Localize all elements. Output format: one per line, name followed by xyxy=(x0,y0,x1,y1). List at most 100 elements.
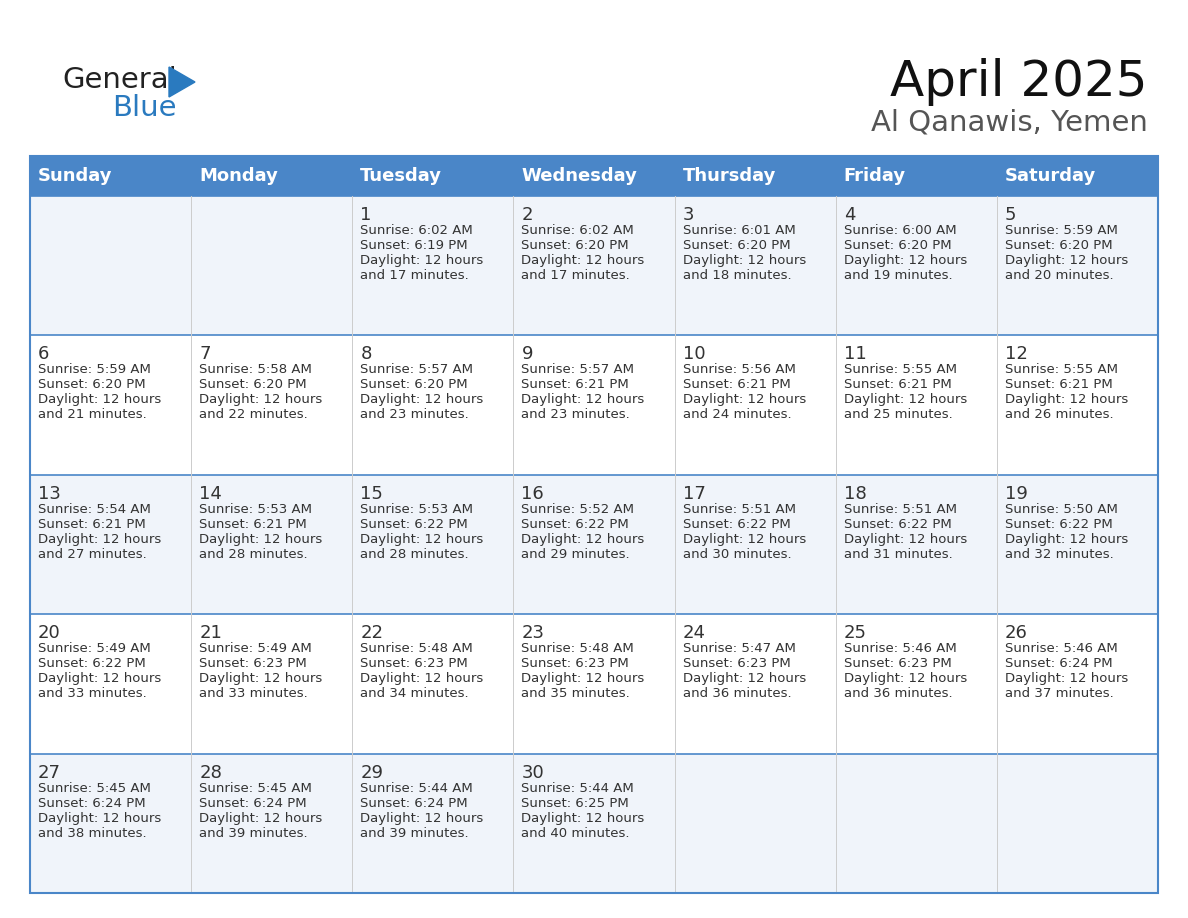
Text: and 24 minutes.: and 24 minutes. xyxy=(683,409,791,421)
Text: and 32 minutes.: and 32 minutes. xyxy=(1005,548,1113,561)
Text: Sunday: Sunday xyxy=(38,167,113,185)
Text: Daylight: 12 hours: Daylight: 12 hours xyxy=(522,812,645,824)
Text: Sunset: 6:19 PM: Sunset: 6:19 PM xyxy=(360,239,468,252)
Text: Sunset: 6:22 PM: Sunset: 6:22 PM xyxy=(843,518,952,531)
Text: Daylight: 12 hours: Daylight: 12 hours xyxy=(683,394,805,407)
Text: Saturday: Saturday xyxy=(1005,167,1097,185)
Text: 13: 13 xyxy=(38,485,61,503)
Text: Sunrise: 5:49 AM: Sunrise: 5:49 AM xyxy=(38,643,151,655)
Text: Sunrise: 5:50 AM: Sunrise: 5:50 AM xyxy=(1005,503,1118,516)
Text: Sunrise: 5:57 AM: Sunrise: 5:57 AM xyxy=(360,364,473,376)
Text: Daylight: 12 hours: Daylight: 12 hours xyxy=(843,672,967,685)
Text: 9: 9 xyxy=(522,345,533,364)
Text: and 20 minutes.: and 20 minutes. xyxy=(1005,269,1113,282)
Text: and 30 minutes.: and 30 minutes. xyxy=(683,548,791,561)
Text: Daylight: 12 hours: Daylight: 12 hours xyxy=(38,672,162,685)
Text: and 22 minutes.: and 22 minutes. xyxy=(200,409,308,421)
Text: Sunrise: 5:51 AM: Sunrise: 5:51 AM xyxy=(843,503,956,516)
Text: Daylight: 12 hours: Daylight: 12 hours xyxy=(522,394,645,407)
Text: Sunset: 6:20 PM: Sunset: 6:20 PM xyxy=(683,239,790,252)
Text: Sunrise: 5:55 AM: Sunrise: 5:55 AM xyxy=(843,364,956,376)
Text: Sunset: 6:24 PM: Sunset: 6:24 PM xyxy=(200,797,307,810)
Text: and 26 minutes.: and 26 minutes. xyxy=(1005,409,1113,421)
Text: Daylight: 12 hours: Daylight: 12 hours xyxy=(522,254,645,267)
Text: 7: 7 xyxy=(200,345,210,364)
Text: Sunset: 6:22 PM: Sunset: 6:22 PM xyxy=(1005,518,1113,531)
Text: and 33 minutes.: and 33 minutes. xyxy=(200,688,308,700)
Text: Sunrise: 5:53 AM: Sunrise: 5:53 AM xyxy=(200,503,312,516)
Text: Sunrise: 5:58 AM: Sunrise: 5:58 AM xyxy=(200,364,312,376)
Text: Daylight: 12 hours: Daylight: 12 hours xyxy=(843,394,967,407)
Text: Sunrise: 5:45 AM: Sunrise: 5:45 AM xyxy=(38,781,151,795)
Text: and 23 minutes.: and 23 minutes. xyxy=(522,409,630,421)
Text: 15: 15 xyxy=(360,485,384,503)
Text: Daylight: 12 hours: Daylight: 12 hours xyxy=(360,254,484,267)
Text: Sunrise: 5:44 AM: Sunrise: 5:44 AM xyxy=(360,781,473,795)
Text: Daylight: 12 hours: Daylight: 12 hours xyxy=(38,812,162,824)
Text: Daylight: 12 hours: Daylight: 12 hours xyxy=(360,672,484,685)
Text: Sunrise: 5:45 AM: Sunrise: 5:45 AM xyxy=(200,781,312,795)
Text: 3: 3 xyxy=(683,206,694,224)
Text: Daylight: 12 hours: Daylight: 12 hours xyxy=(1005,394,1129,407)
Text: and 40 minutes.: and 40 minutes. xyxy=(522,826,630,840)
Text: 2: 2 xyxy=(522,206,533,224)
Text: Sunset: 6:24 PM: Sunset: 6:24 PM xyxy=(360,797,468,810)
Text: Sunset: 6:23 PM: Sunset: 6:23 PM xyxy=(360,657,468,670)
Text: 25: 25 xyxy=(843,624,867,643)
Text: Sunset: 6:25 PM: Sunset: 6:25 PM xyxy=(522,797,630,810)
Text: Wednesday: Wednesday xyxy=(522,167,637,185)
Text: Sunset: 6:20 PM: Sunset: 6:20 PM xyxy=(1005,239,1112,252)
Text: Sunrise: 5:48 AM: Sunrise: 5:48 AM xyxy=(522,643,634,655)
Text: Sunset: 6:23 PM: Sunset: 6:23 PM xyxy=(200,657,307,670)
Text: Sunrise: 6:01 AM: Sunrise: 6:01 AM xyxy=(683,224,795,237)
Text: 22: 22 xyxy=(360,624,384,643)
Text: Daylight: 12 hours: Daylight: 12 hours xyxy=(200,672,322,685)
Text: 18: 18 xyxy=(843,485,866,503)
Text: Sunrise: 5:59 AM: Sunrise: 5:59 AM xyxy=(38,364,151,376)
Text: Sunset: 6:22 PM: Sunset: 6:22 PM xyxy=(522,518,630,531)
Text: Sunset: 6:23 PM: Sunset: 6:23 PM xyxy=(683,657,790,670)
Text: and 25 minutes.: and 25 minutes. xyxy=(843,409,953,421)
Text: Sunset: 6:20 PM: Sunset: 6:20 PM xyxy=(522,239,630,252)
Text: Sunrise: 5:53 AM: Sunrise: 5:53 AM xyxy=(360,503,473,516)
Text: Sunrise: 5:51 AM: Sunrise: 5:51 AM xyxy=(683,503,796,516)
Text: 6: 6 xyxy=(38,345,50,364)
Text: 16: 16 xyxy=(522,485,544,503)
Text: Tuesday: Tuesday xyxy=(360,167,442,185)
Text: Sunset: 6:21 PM: Sunset: 6:21 PM xyxy=(843,378,952,391)
Text: Daylight: 12 hours: Daylight: 12 hours xyxy=(200,394,322,407)
Text: 14: 14 xyxy=(200,485,222,503)
Text: and 31 minutes.: and 31 minutes. xyxy=(843,548,953,561)
Text: 1: 1 xyxy=(360,206,372,224)
Text: Sunrise: 5:56 AM: Sunrise: 5:56 AM xyxy=(683,364,796,376)
Text: 4: 4 xyxy=(843,206,855,224)
Text: 30: 30 xyxy=(522,764,544,781)
Text: Sunset: 6:21 PM: Sunset: 6:21 PM xyxy=(683,378,790,391)
Text: Daylight: 12 hours: Daylight: 12 hours xyxy=(38,394,162,407)
Text: Sunrise: 5:48 AM: Sunrise: 5:48 AM xyxy=(360,643,473,655)
Text: Sunset: 6:22 PM: Sunset: 6:22 PM xyxy=(360,518,468,531)
Text: 19: 19 xyxy=(1005,485,1028,503)
Text: Sunrise: 6:02 AM: Sunrise: 6:02 AM xyxy=(522,224,634,237)
Text: Daylight: 12 hours: Daylight: 12 hours xyxy=(683,672,805,685)
Text: 8: 8 xyxy=(360,345,372,364)
Text: and 18 minutes.: and 18 minutes. xyxy=(683,269,791,282)
Text: Daylight: 12 hours: Daylight: 12 hours xyxy=(38,532,162,546)
Text: Sunrise: 6:02 AM: Sunrise: 6:02 AM xyxy=(360,224,473,237)
Text: and 17 minutes.: and 17 minutes. xyxy=(522,269,630,282)
Text: Sunset: 6:21 PM: Sunset: 6:21 PM xyxy=(1005,378,1113,391)
Bar xyxy=(30,156,1158,893)
Text: Daylight: 12 hours: Daylight: 12 hours xyxy=(843,532,967,546)
Text: Sunset: 6:21 PM: Sunset: 6:21 PM xyxy=(38,518,146,531)
Text: and 33 minutes.: and 33 minutes. xyxy=(38,688,147,700)
Text: 28: 28 xyxy=(200,764,222,781)
Bar xyxy=(30,196,1158,335)
Text: and 27 minutes.: and 27 minutes. xyxy=(38,548,147,561)
Bar xyxy=(30,754,1158,893)
Text: Monday: Monday xyxy=(200,167,278,185)
Text: 5: 5 xyxy=(1005,206,1017,224)
Text: and 19 minutes.: and 19 minutes. xyxy=(843,269,953,282)
Text: April 2025: April 2025 xyxy=(891,58,1148,106)
Text: Sunset: 6:20 PM: Sunset: 6:20 PM xyxy=(200,378,307,391)
Text: and 36 minutes.: and 36 minutes. xyxy=(843,688,953,700)
